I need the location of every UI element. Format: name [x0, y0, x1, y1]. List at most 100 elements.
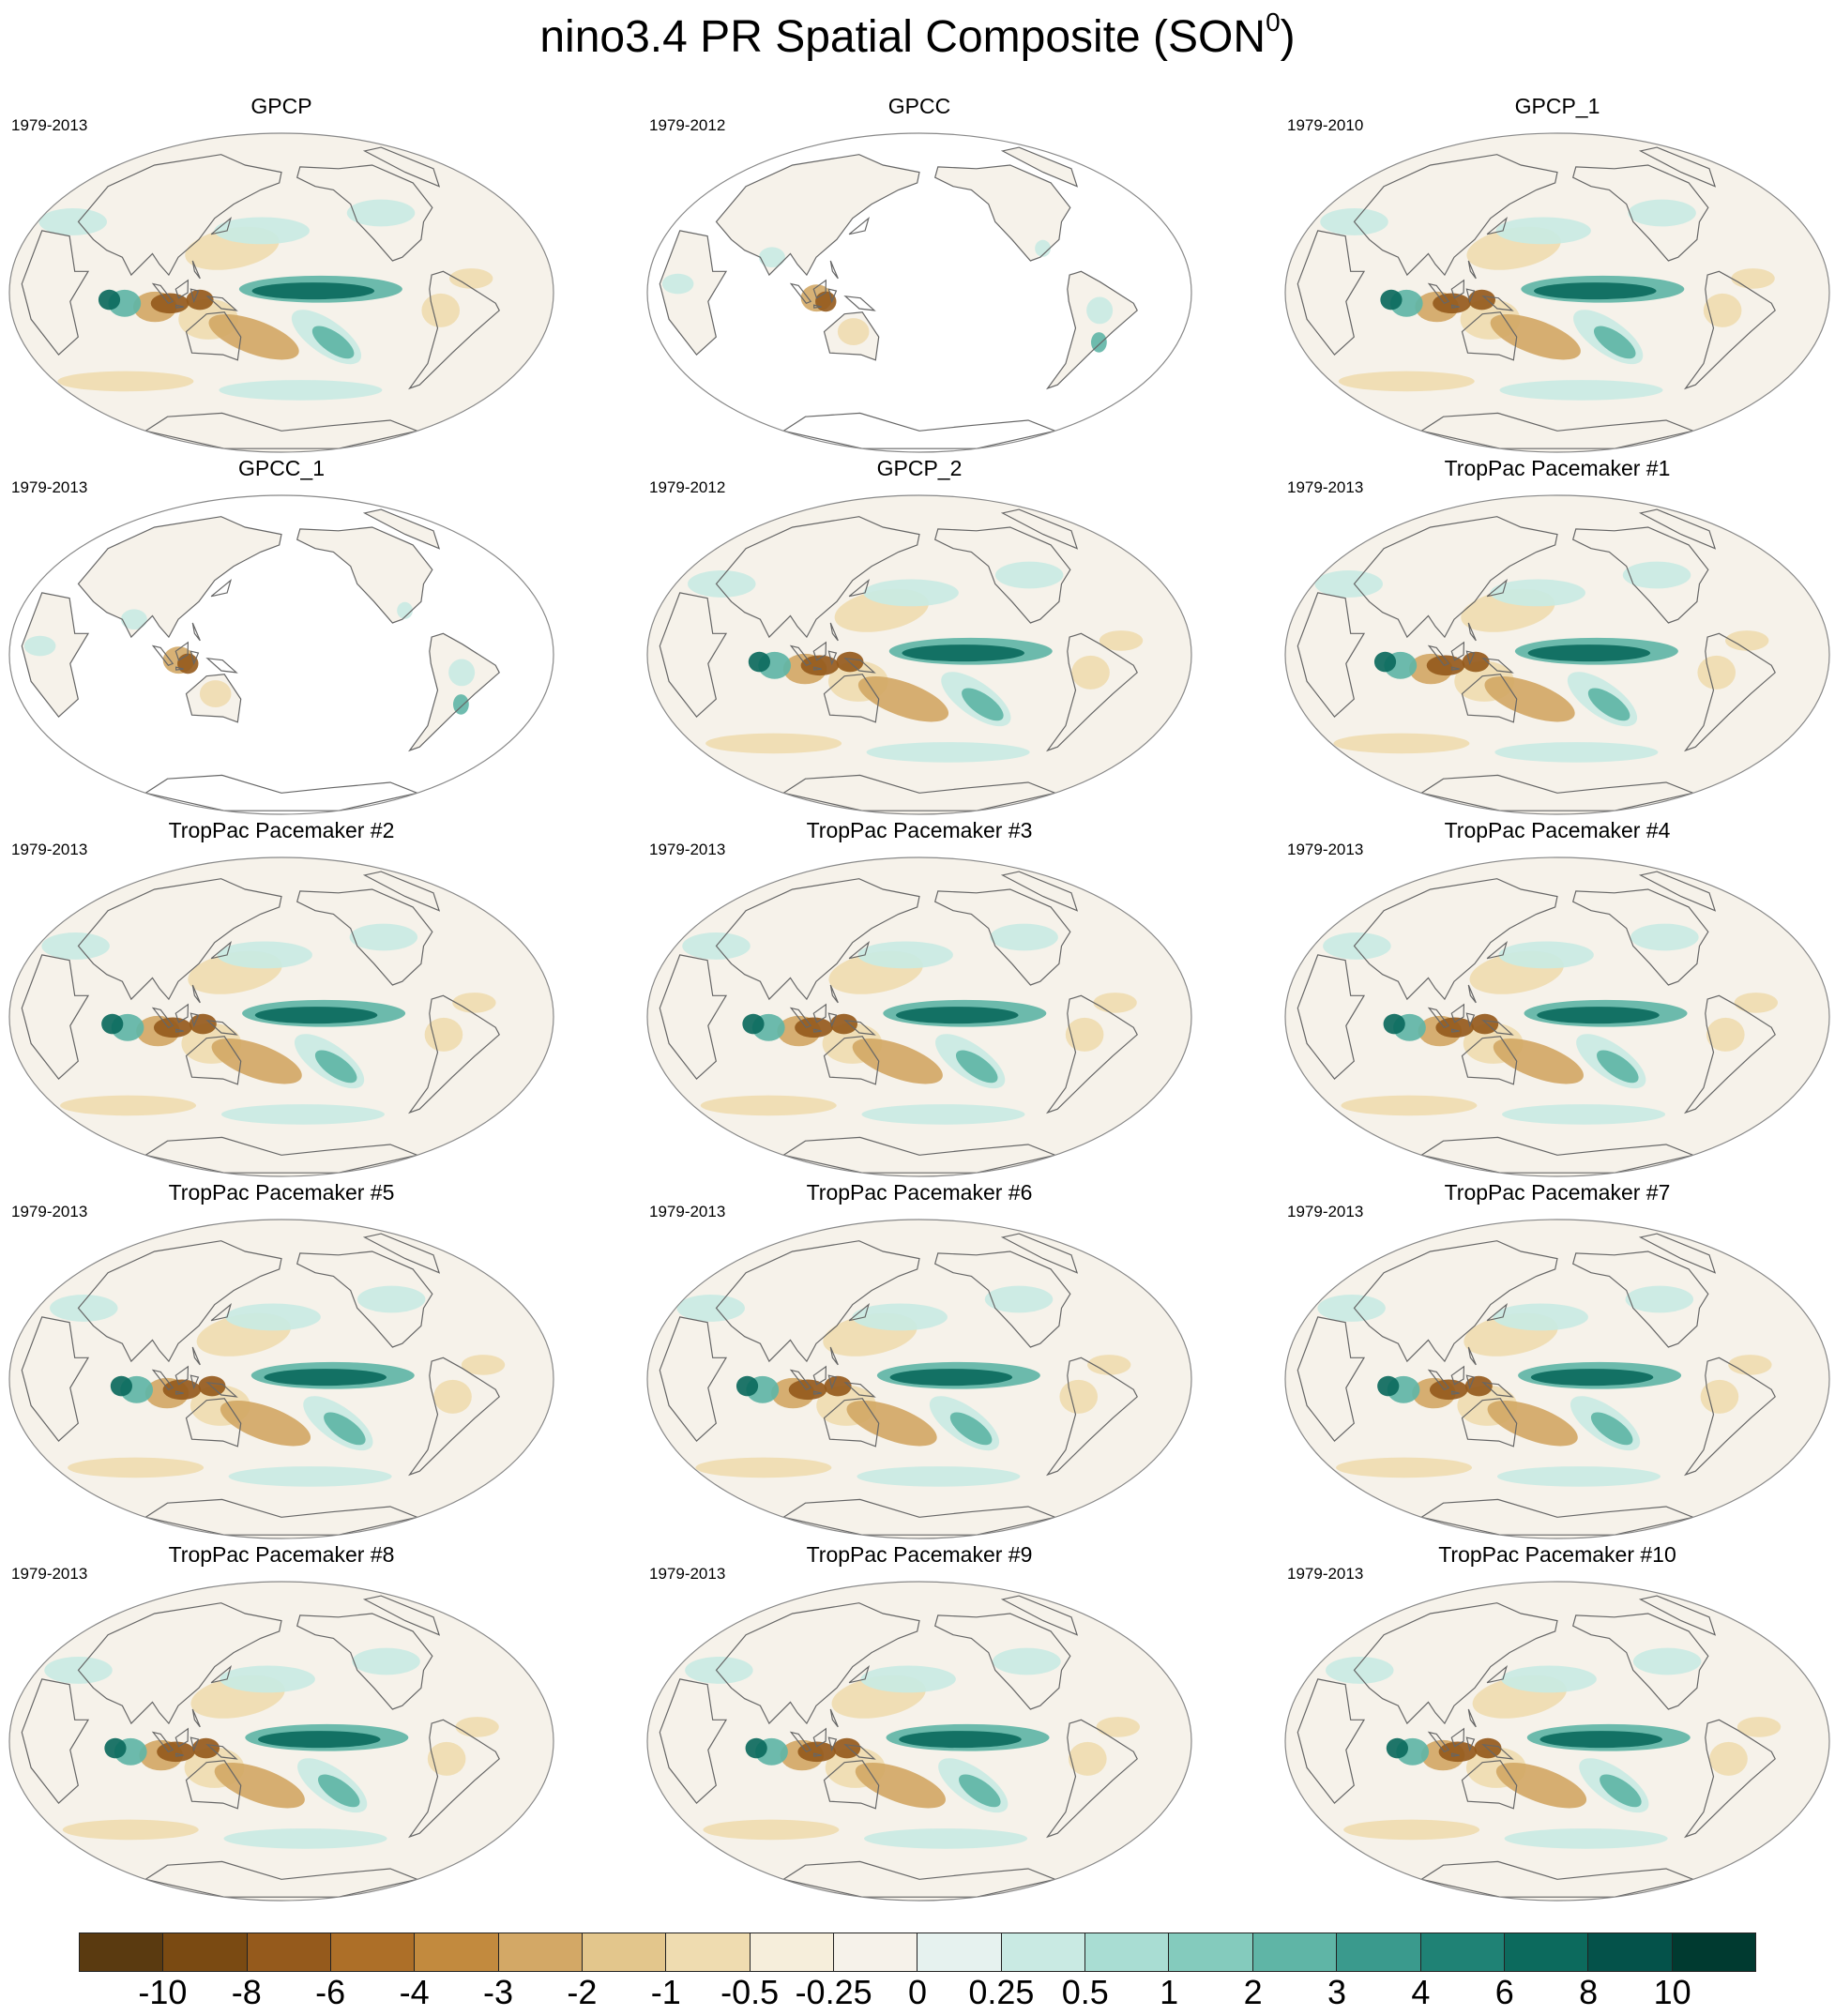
anomaly-blob [1093, 993, 1137, 1013]
colorbar-swatch [666, 1933, 751, 1971]
anomaly-blob [120, 609, 147, 630]
land-fill-africa [660, 230, 726, 356]
coastline-antarctica [781, 1860, 1057, 1898]
coastline-island [174, 1003, 190, 1023]
anomaly-blob [1703, 293, 1742, 327]
coastline-island [1481, 1381, 1514, 1398]
colorbar-swatch [918, 1933, 1002, 1971]
coastline-island [829, 622, 839, 642]
coastline-island [1427, 644, 1450, 667]
anomaly-blob [1493, 1303, 1588, 1331]
anomaly-blob [189, 1013, 217, 1035]
coastline-australia [185, 674, 242, 723]
coastline-greenland [1000, 871, 1079, 912]
anomaly-blob [676, 1295, 745, 1322]
anomaly-field [688, 561, 1144, 763]
map-figure [8, 1581, 554, 1902]
panel-title: GPCC [887, 94, 951, 118]
anomaly-blob [220, 1104, 385, 1125]
anomaly-blob [857, 941, 953, 969]
anomaly-blob [427, 1741, 466, 1776]
coastlines [659, 1595, 1138, 1898]
map-figure [1284, 1219, 1830, 1539]
anomaly-blob [695, 1457, 832, 1478]
panel-period: 1979-2013 [649, 1565, 726, 1583]
coastline-island [789, 1731, 812, 1753]
figure-title-superscript: 0 [1266, 8, 1281, 37]
anomaly-blob [1504, 1828, 1668, 1849]
coastline-island [848, 1303, 871, 1322]
coastline-americas-south [407, 1357, 500, 1477]
anomaly-blob [1731, 268, 1775, 289]
map-frame [8, 856, 554, 1177]
coastline-island [1481, 1743, 1514, 1760]
coastline-africa [659, 1678, 728, 1804]
anomaly-blob [1317, 1295, 1386, 1322]
colorbar-tick-label: 10 [1653, 1973, 1691, 2011]
coastline-island [1450, 1752, 1460, 1757]
coastline-island [191, 1346, 201, 1366]
panel-title: TropPac Pacemaker #6 [806, 1180, 1033, 1205]
coastline-australia [185, 1036, 242, 1085]
coastline-americas-north [296, 164, 433, 262]
coastline-island [829, 1346, 839, 1366]
coastline-americas-south [1683, 1719, 1776, 1839]
anomaly-blob [1035, 239, 1051, 257]
colorbar-tick-label: 2 [1243, 1973, 1263, 2011]
anomaly-blob [1501, 1665, 1597, 1693]
coastlines [659, 1233, 1138, 1536]
anomaly-blob [1539, 1731, 1662, 1749]
anomaly-blob [896, 1007, 1019, 1024]
coastline-australia [823, 1398, 880, 1448]
coastline-island [1467, 1708, 1477, 1728]
coastline-antarctica [1419, 774, 1695, 811]
anomaly-blob [1728, 1355, 1772, 1375]
anomaly-blob [258, 1731, 381, 1749]
anomaly-blob [1600, 1774, 1642, 1808]
coastline-island [1481, 1019, 1514, 1036]
coastlines [1297, 146, 1776, 449]
anomaly-field [44, 1647, 499, 1849]
figure-title-suffix: ) [1280, 12, 1296, 62]
coastline-americas-north [933, 1251, 1071, 1348]
anomaly-field [41, 923, 496, 1125]
coastline-island [1450, 641, 1465, 661]
coastline-americas-south [407, 632, 500, 752]
anomaly-blob [1059, 1379, 1099, 1414]
anomaly-blob [846, 1400, 937, 1447]
anomaly-blob [1341, 1095, 1478, 1116]
anomaly-blob [1314, 570, 1383, 598]
map-frame [1284, 856, 1830, 1177]
coastline-island [210, 1303, 233, 1322]
anomaly-blob [214, 1762, 305, 1809]
colorbar-swatch [247, 1933, 332, 1971]
anomaly-blob [1724, 630, 1769, 651]
coastline-africa [659, 954, 728, 1080]
anomaly-field [676, 1285, 1131, 1487]
coastline-island [812, 1003, 827, 1023]
anomaly-blob [1484, 675, 1575, 722]
coastline-greenland [362, 1595, 441, 1636]
coastline-australia [823, 1760, 880, 1810]
anomaly-blob [1435, 1017, 1474, 1038]
anomaly-blob [1625, 1285, 1694, 1313]
coastline-africa [659, 1316, 728, 1442]
map-frame [1284, 494, 1830, 815]
coastlines [1297, 1233, 1776, 1536]
anomaly-blob [993, 1647, 1061, 1675]
coastline-greenland [362, 1233, 441, 1274]
map-figure [8, 856, 554, 1177]
coastline-island [812, 304, 822, 309]
anomaly-blob [110, 1375, 132, 1397]
anomaly-field [38, 199, 493, 401]
map-figure [646, 856, 1192, 1177]
panel-period: 1979-2013 [11, 1565, 88, 1583]
coastline-island [190, 288, 200, 304]
coastline-island [827, 1012, 838, 1028]
coastline-greenland [1638, 1595, 1717, 1636]
anomaly-blob [38, 208, 107, 235]
anomaly-blob [455, 1717, 499, 1737]
anomaly-field [1317, 1285, 1772, 1487]
anomaly-blob [1630, 923, 1699, 951]
anomaly-blob [1530, 1369, 1654, 1387]
